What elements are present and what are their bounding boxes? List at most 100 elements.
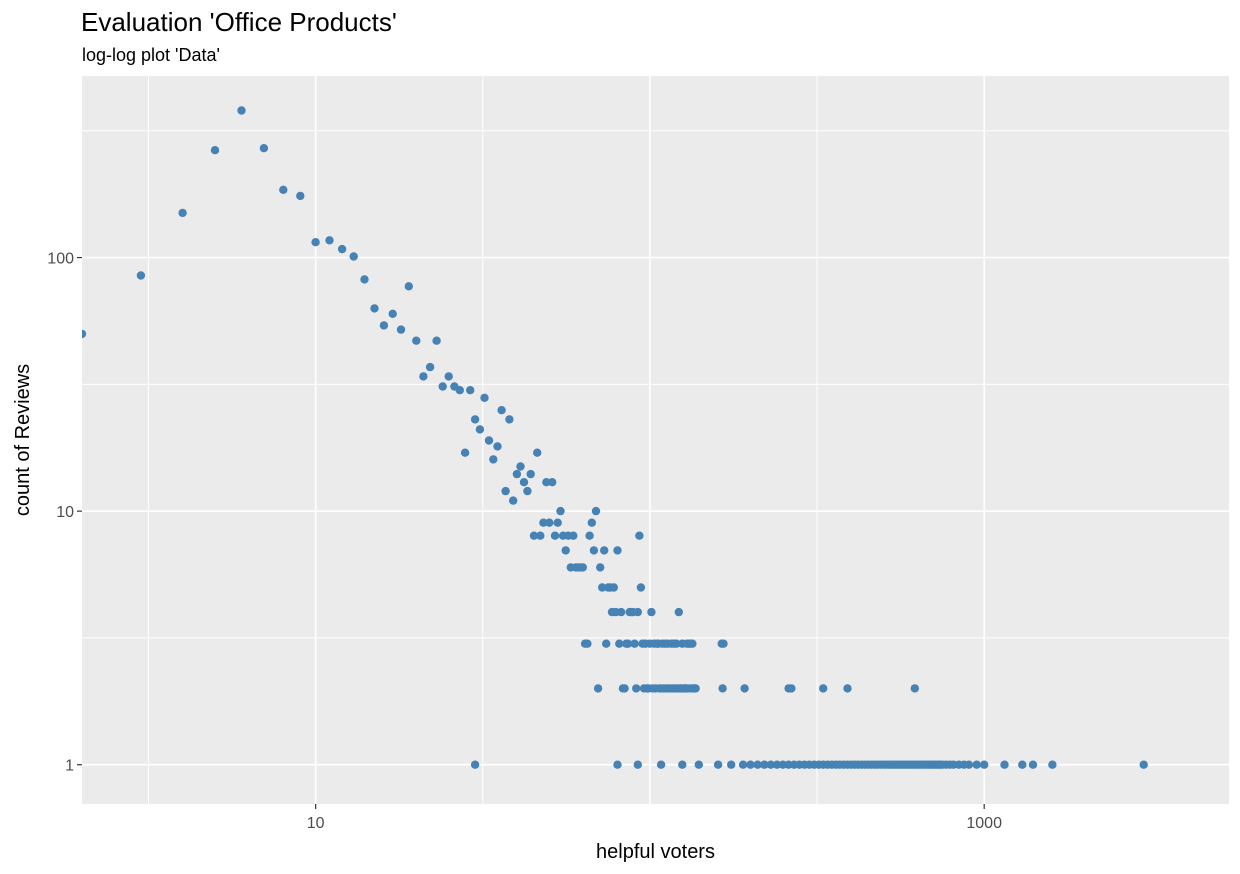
data-point (388, 309, 397, 318)
data-point (360, 275, 369, 284)
data-point (910, 684, 919, 693)
data-point (556, 506, 565, 516)
data-point (593, 684, 603, 693)
data-point (598, 583, 607, 592)
data-point (425, 362, 435, 372)
data-point (727, 760, 736, 769)
data-point (746, 760, 755, 769)
data-point (542, 478, 551, 487)
data-point (602, 639, 611, 648)
data-point (964, 760, 974, 769)
data-point (404, 282, 413, 291)
data-point (609, 583, 618, 592)
data-point (533, 448, 542, 457)
data-point (470, 415, 480, 424)
data-point (613, 760, 622, 769)
data-point (412, 336, 421, 345)
data-point (512, 469, 522, 479)
data-point (647, 607, 656, 617)
x-axis-title: helpful voters (596, 841, 715, 863)
data-point (561, 546, 570, 555)
data-point (630, 639, 639, 648)
data-point (178, 208, 187, 218)
data-point (688, 639, 697, 648)
data-point (455, 386, 464, 395)
x-axis-ticks: 10 1000 (307, 804, 1002, 832)
data-point (444, 372, 453, 381)
data-point (600, 546, 609, 555)
data-point (536, 531, 545, 540)
data-point (349, 252, 358, 261)
data-point (489, 455, 498, 464)
data-point (1139, 760, 1148, 769)
data-point (136, 271, 146, 280)
y-axis-title: count of Reviews (12, 364, 34, 516)
data-point (596, 563, 605, 572)
data-point (633, 607, 642, 617)
data-point (591, 506, 601, 516)
data-point (740, 684, 749, 693)
y-tick-label: 10 (56, 504, 74, 521)
data-point (972, 760, 981, 769)
data-point (674, 607, 683, 617)
data-point (620, 684, 629, 693)
data-point (613, 546, 622, 555)
data-point (636, 583, 646, 592)
data-point (545, 518, 554, 527)
chart-title: Evaluation 'Office Products' (81, 7, 397, 37)
data-point (578, 563, 587, 572)
data-point (82, 329, 87, 339)
data-point (509, 496, 518, 505)
data-point (633, 760, 642, 769)
data-point (819, 684, 828, 693)
data-point (569, 531, 578, 540)
data-point (325, 236, 334, 245)
data-point (501, 486, 510, 496)
data-point (526, 469, 535, 479)
data-point (583, 639, 592, 648)
data-point (632, 684, 641, 693)
data-point (237, 106, 246, 115)
data-point (493, 442, 502, 451)
data-point (1028, 760, 1038, 769)
data-point (587, 518, 596, 527)
data-point (616, 607, 626, 617)
data-point (370, 304, 379, 313)
data-point (589, 546, 599, 555)
data-point (475, 425, 485, 434)
data-point (623, 639, 633, 648)
data-point (259, 144, 269, 153)
data-point (337, 244, 347, 254)
data-point (718, 684, 727, 693)
data-point (787, 684, 796, 693)
data-point (1018, 760, 1027, 769)
data-point (466, 386, 475, 395)
data-point (516, 462, 525, 471)
data-point (279, 185, 288, 194)
data-point (432, 336, 441, 345)
data-point (635, 531, 644, 540)
data-point (480, 393, 489, 402)
data-point (396, 325, 406, 334)
data-point (713, 760, 723, 769)
grid-major (82, 76, 1229, 804)
data-point (438, 382, 447, 391)
data-point (505, 415, 514, 424)
data-point (1000, 760, 1009, 769)
data-point (379, 321, 389, 330)
data-point (548, 478, 557, 487)
data-point (738, 760, 748, 769)
data-point (296, 191, 305, 201)
data-point (553, 518, 562, 527)
data-point (615, 639, 624, 648)
data-point (460, 448, 470, 457)
y-tick-label: 1 (65, 758, 74, 775)
data-point (539, 518, 548, 527)
data-point (719, 639, 728, 648)
data-point (760, 760, 769, 769)
chart-subtitle: log-log plot 'Data' (82, 45, 220, 65)
data-point (766, 760, 775, 769)
plot-panel (82, 76, 1229, 804)
data-point (419, 372, 428, 381)
